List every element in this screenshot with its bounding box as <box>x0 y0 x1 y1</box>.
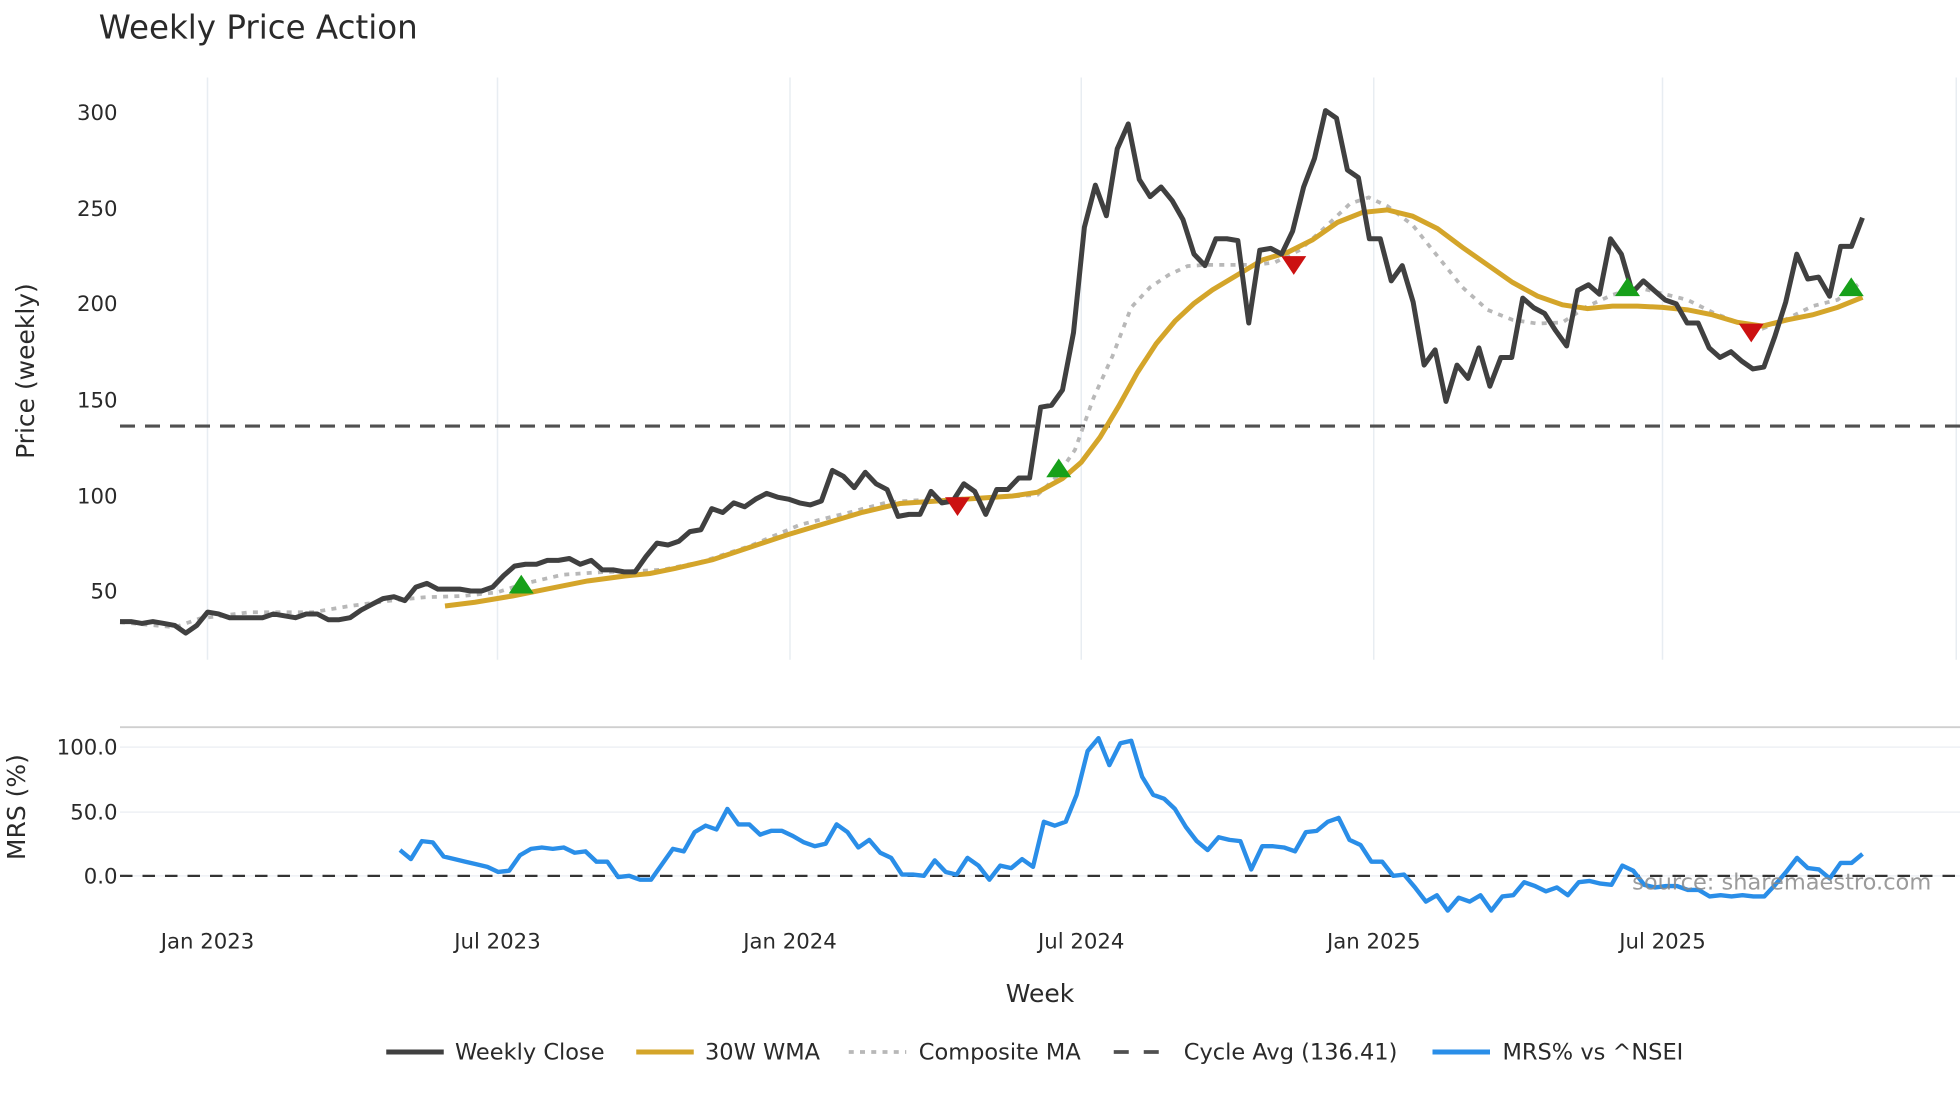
x-tick-label: Jan 2025 <box>1325 929 1421 954</box>
legend: Weekly Close 30W WMA Composite MA Cycle … <box>386 1040 1683 1066</box>
legend-item-composite-ma[interactable]: Composite MA <box>919 1040 1082 1066</box>
vertical-gridlines <box>206 77 1957 660</box>
price-tick-label: 250 <box>77 197 118 222</box>
price-tick-label: 100 <box>77 485 118 510</box>
x-axis-label: Week <box>1006 979 1075 1008</box>
buy-signal-icon <box>1838 277 1864 297</box>
mrs-axis-label: MRS (%) <box>2 754 31 860</box>
legend-item-cycle-avg[interactable]: Cycle Avg (136.41) <box>1184 1040 1398 1066</box>
signal-markers <box>508 256 1864 594</box>
x-tick-label: Jan 2024 <box>741 929 837 954</box>
x-tick-label: Jul 2023 <box>452 929 540 954</box>
price-y-axis: 300 250 200 150 100 50 <box>77 101 118 605</box>
legend-item-mrs[interactable]: MRS% vs ^NSEI <box>1503 1040 1684 1066</box>
buy-signal-icon <box>508 574 534 594</box>
legend-item-weekly-close[interactable]: Weekly Close <box>455 1040 605 1066</box>
sell-signal-icon <box>1281 256 1307 275</box>
price-tick-label: 150 <box>77 388 118 413</box>
price-tick-label: 50 <box>90 579 117 604</box>
buy-signal-icon <box>1046 458 1072 478</box>
sell-signal-icon <box>1738 323 1764 343</box>
x-tick-label: Jan 2023 <box>159 929 255 954</box>
mrs-line <box>398 735 1864 913</box>
mrs-tick-label: 0.0 <box>84 864 118 889</box>
buy-signal-icon <box>1615 277 1640 297</box>
chart-title: Weekly Price Action <box>99 9 418 47</box>
mrs-tick-label: 100.0 <box>57 736 118 761</box>
mrs-tick-label: 50.0 <box>70 801 117 826</box>
price-tick-label: 200 <box>77 292 118 317</box>
sell-signal-icon <box>945 497 970 517</box>
x-axis: Jan 2023 Jul 2023 Jan 2024 Jul 2024 Jan 2025… <box>159 929 1706 954</box>
x-tick-label: Jul 2024 <box>1036 929 1124 954</box>
legend-item-wma30[interactable]: 30W WMA <box>705 1040 821 1066</box>
price-tick-label: 300 <box>77 101 118 126</box>
x-tick-label: Jul 2025 <box>1617 929 1705 954</box>
price-axis-label: Price (weekly) <box>11 283 40 459</box>
weekly-close-line <box>120 108 1865 636</box>
wma30-line <box>444 207 1864 609</box>
source-watermark: source: sharemaestro.com <box>1632 870 1931 896</box>
composite-ma-line <box>119 195 1864 630</box>
